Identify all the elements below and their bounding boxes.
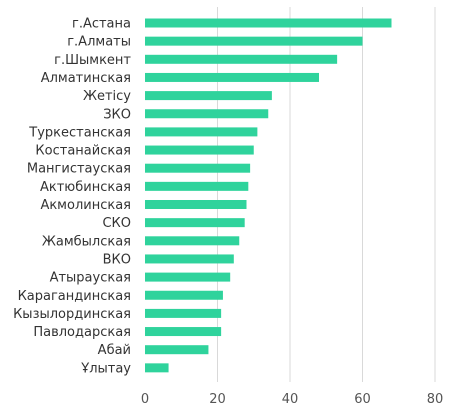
- category-label: Жетісу: [83, 89, 131, 104]
- bar: [145, 18, 392, 28]
- category-label: Ұлытау: [80, 361, 131, 376]
- category-label: Костанайская: [35, 144, 131, 159]
- grid-layer: [217, 7, 436, 382]
- category-label: Алматинская: [41, 71, 131, 86]
- category-label: Акмолинская: [40, 198, 131, 213]
- x-axis-ticks: 0 20 40 60 80: [141, 392, 443, 407]
- x-tick-label: 60: [354, 392, 371, 407]
- bar: [145, 181, 249, 191]
- category-label: Туркестанская: [28, 125, 131, 140]
- category-labels: г.Астана г.Алматы г.Шымкент Алматинская Жеті…: [13, 17, 131, 377]
- category-label: Актюбинская: [40, 180, 131, 195]
- bar: [145, 290, 223, 300]
- bar-layer: [145, 18, 392, 373]
- bar: [145, 127, 258, 137]
- bar: [145, 363, 169, 373]
- bar: [145, 54, 338, 64]
- x-tick-label: 0: [141, 392, 149, 407]
- bar: [145, 145, 254, 155]
- bar: [145, 218, 245, 228]
- category-label: Атырауская: [50, 271, 131, 286]
- category-label: ВКО: [103, 252, 131, 267]
- bar: [145, 345, 209, 355]
- bar: [145, 36, 363, 46]
- bar: [145, 308, 222, 318]
- category-label: г.Шымкент: [54, 53, 131, 68]
- bar: [145, 91, 272, 101]
- bar: [145, 327, 222, 337]
- x-tick-label: 20: [209, 392, 226, 407]
- bar: [145, 163, 251, 173]
- bar: [145, 272, 231, 282]
- bar: [145, 236, 240, 246]
- category-label: Кызылординская: [13, 307, 131, 322]
- x-tick-label: 40: [282, 392, 299, 407]
- category-label: Карагандинская: [18, 289, 131, 304]
- x-tick-label: 80: [427, 392, 444, 407]
- bar: [145, 200, 247, 209]
- category-label: Жамбылская: [42, 234, 131, 249]
- bar: [145, 254, 234, 264]
- bar: [145, 72, 319, 82]
- category-label: г.Астана: [72, 17, 131, 32]
- category-label: г.Алматы: [67, 35, 131, 50]
- category-label: СКО: [102, 216, 131, 231]
- bar: [145, 109, 269, 119]
- category-label: Абай: [98, 343, 131, 358]
- category-label: Мангистауская: [27, 162, 131, 177]
- category-label: Павлодарская: [33, 325, 131, 340]
- category-label: ЗКО: [103, 107, 131, 122]
